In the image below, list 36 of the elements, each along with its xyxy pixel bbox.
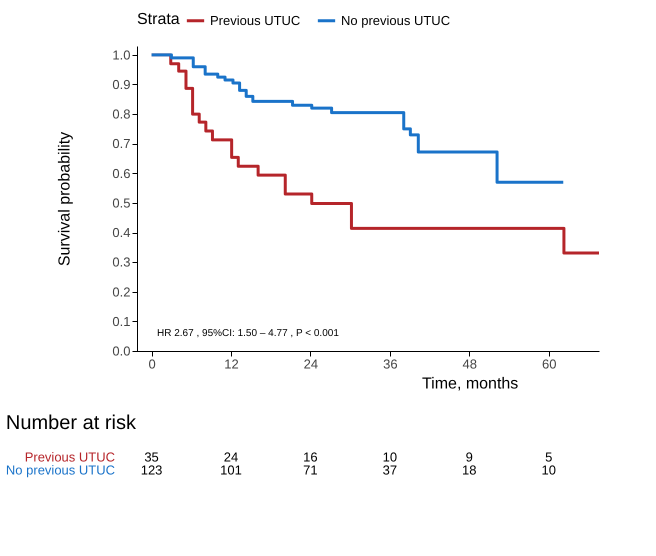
data-label: 71: [303, 462, 318, 478]
x-tick-label: 36: [383, 356, 398, 372]
data-label: 9: [466, 450, 473, 464]
x-tick-label: 24: [304, 356, 318, 372]
x-axis-title: Time, months: [422, 376, 518, 392]
legend-title: Strata: [137, 11, 180, 28]
y-tick-label: 0.5: [112, 195, 130, 210]
data-label: 10: [382, 450, 398, 464]
y-tick-label: 0.1: [112, 314, 130, 329]
data-label: 5: [545, 450, 552, 464]
y-tick-label: 0.6: [112, 166, 130, 181]
data-label: 37: [382, 462, 398, 478]
x-tick-label: 48: [462, 356, 478, 372]
data-label: 101: [220, 462, 242, 478]
legend-label: Previous UTUC: [210, 12, 300, 28]
y-tick-label: 0.7: [112, 136, 130, 152]
y-tick-label: 0.4: [112, 225, 130, 240]
data-label: 24: [224, 450, 238, 464]
chart-title: Number at risk: [6, 412, 137, 434]
legend-label: No previous UTUC: [341, 12, 450, 28]
y-tick-label: 0.2: [112, 284, 130, 300]
data-label: 123: [140, 462, 162, 478]
y-tick-label: 0.0: [112, 344, 130, 358]
y-tick-label: 1.0: [112, 47, 130, 62]
data-label: 16: [303, 450, 318, 464]
x-tick-label: 60: [542, 356, 556, 372]
data-label: 35: [144, 450, 159, 464]
y-tick-label: 0.9: [112, 76, 130, 92]
y-tick-label: 0.3: [112, 254, 130, 270]
data-label: 10: [541, 462, 556, 478]
y-axis-title: Survival probability: [56, 132, 74, 266]
data-label: 18: [462, 462, 477, 478]
annotation: HR 2.67 , 95%CI: 1.50 – 4.77 , P < 0.001: [157, 328, 340, 339]
x-tick-label: 12: [224, 356, 239, 372]
y-tick-label: 0.8: [112, 106, 130, 122]
x-tick-label: 0: [148, 356, 156, 372]
